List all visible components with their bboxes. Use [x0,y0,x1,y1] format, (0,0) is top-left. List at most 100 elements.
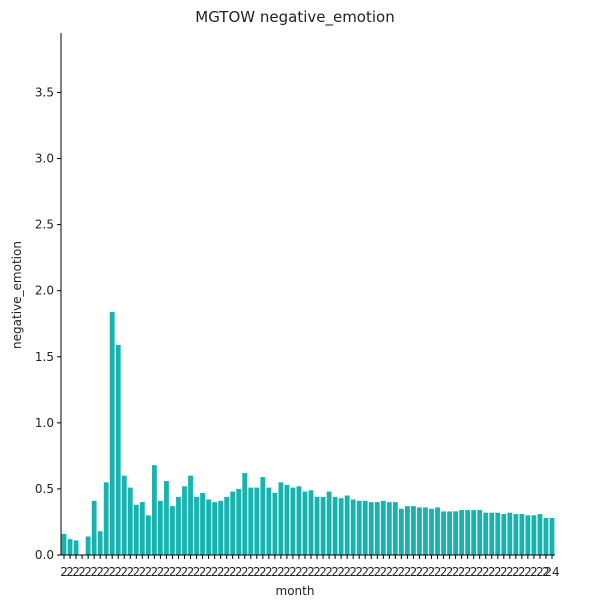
x-tick-label: 2 [253,565,261,579]
x-tick-label: 2 [440,565,448,579]
bar [266,487,272,555]
x-tick-label: 2 [60,565,68,579]
x-tick-label: 2 [169,565,177,579]
x-tick-label: 2 [494,565,502,579]
x-tick-label: 2 [428,565,436,579]
bar [272,492,278,555]
bar [218,500,224,555]
y-tick-label: 0.5 [35,482,54,496]
x-tick-label: 2 [78,565,86,579]
x-tick-label: 2 [355,565,363,579]
x-tick-label: 2 [163,565,171,579]
x-tick-label: 2 [542,565,550,579]
x-tick-label: 2 [506,565,514,579]
bar [392,502,398,555]
bar [386,502,392,555]
x-tick-label: 2 [139,565,147,579]
x-tick-label: 2 [289,565,297,579]
bar [423,507,428,555]
x-tick-label: 2 [217,565,225,579]
x-tick-label: 2 [343,565,351,579]
bar [362,500,368,555]
bar [296,486,302,555]
bar [495,512,501,555]
x-tick-label: 2 [126,565,134,579]
bar [338,498,344,555]
bar [139,502,145,555]
x-tick-label: 2 [422,565,430,579]
x-tick-label: 2 [205,565,213,579]
x-tick-label: 2 [307,565,315,579]
bar [73,540,79,555]
bar [507,512,513,555]
x-tick-label: 2 [96,565,104,579]
bar [188,475,193,555]
bar [284,484,290,555]
x-tick-label: 2 [331,565,339,579]
bar [489,512,495,555]
x-tick-label: 2 [114,565,122,579]
x-tick-label: 2 [283,565,291,579]
bar [465,510,471,555]
x-tick-label: 2 [265,565,273,579]
x-tick-label: 2 [386,565,394,579]
bar [549,518,555,555]
bar [290,487,296,555]
x-tick-label: 2 [410,565,418,579]
x-tick-label: 2 [102,565,110,579]
bar [435,507,440,555]
bar [453,511,459,555]
y-tick-label: 1.5 [35,350,54,364]
bar [368,502,374,555]
bar [115,344,121,555]
x-tick-label: 2 [132,565,140,579]
bar [350,499,356,555]
x-tick-label: 2 [518,565,526,579]
x-tick-label: 2 [512,565,520,579]
x-tick-label: 2 [175,565,183,579]
x-tick-label: 2 [446,565,454,579]
x-tick-label: 2 [211,565,219,579]
x-tick-label: 2 [229,565,237,579]
x-tick-label: 2 [181,565,189,579]
bar [543,518,549,555]
bar [380,500,386,555]
x-tick-label: 2 [325,565,333,579]
bar [109,311,115,555]
y-tick-label: 0.0 [35,548,54,562]
x-tick-label: 2 [379,565,387,579]
bar [260,477,266,555]
x-tick-label: 2 [84,565,92,579]
x-axis-label: month [275,584,315,598]
bar [254,487,260,555]
x-tick-label: 2 [277,565,285,579]
bar [176,496,181,555]
bar [332,496,338,555]
y-tick-label: 2.0 [35,284,54,298]
x-tick-label: 2 [108,565,116,579]
x-tick-label: 2 [392,565,400,579]
bar [356,500,362,555]
x-tick-label: 2 [488,565,496,579]
bar [326,491,332,555]
x-tick-label: 2 [500,565,508,579]
bar [145,515,151,555]
bar [85,536,91,555]
x-tick-label: 2 [319,565,327,579]
x-tick-label: 2 [337,565,345,579]
bar [374,502,380,555]
x-tick-label: 2 [295,565,303,579]
bar [404,506,410,555]
bar [525,515,531,555]
bar [513,514,519,555]
bar [344,495,350,555]
bar [91,500,97,555]
bar [200,492,205,555]
x-tick-label: 2 [524,565,532,579]
bar [314,496,320,555]
bar [212,502,218,555]
x-tick-label: 2 [241,565,249,579]
bar [224,496,230,555]
bar [157,500,163,555]
